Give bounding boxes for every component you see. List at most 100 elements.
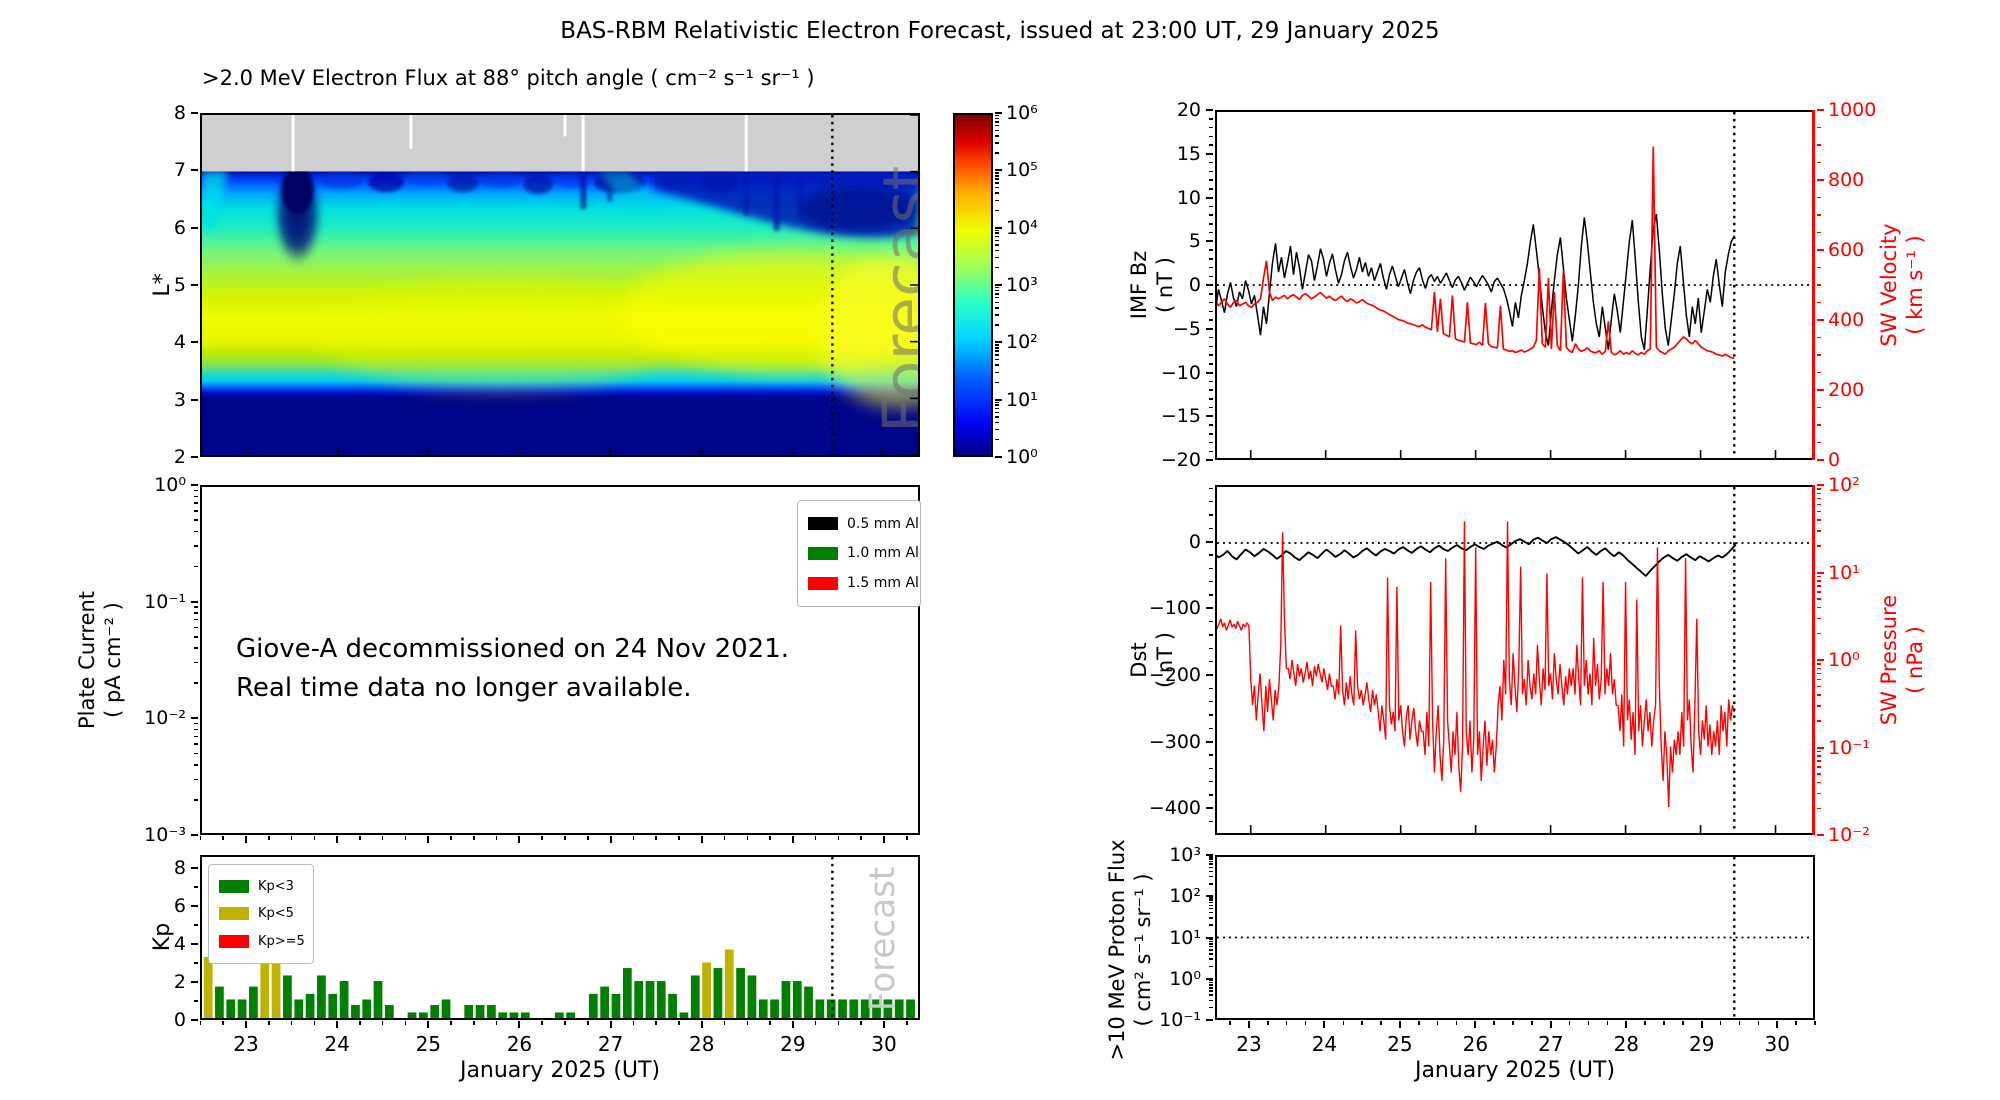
tick-mark <box>1206 854 1213 856</box>
tick-mark <box>191 398 198 401</box>
legend-swatch <box>808 546 838 560</box>
tick-mark <box>191 484 198 486</box>
tick-mark <box>1436 1021 1439 1025</box>
tick-mark <box>678 836 680 840</box>
legend-item: 0.5 mm Al <box>808 516 919 532</box>
tick-mark <box>1209 161 1213 164</box>
tick-mark <box>199 836 202 840</box>
tick-mark <box>1209 870 1213 873</box>
tick-mark <box>1206 284 1213 286</box>
tick-mark <box>1209 924 1213 926</box>
tick-mark <box>1209 917 1213 919</box>
flux-yellow-belt-blob <box>321 283 680 392</box>
tick-mark <box>1209 940 1213 943</box>
tick-mark <box>1817 792 1821 794</box>
tick-mark <box>404 836 407 840</box>
tick-label: 10⁻¹ <box>1159 1009 1201 1031</box>
tick-label: 20 <box>1176 99 1201 121</box>
tick-mark <box>194 799 198 801</box>
tick-mark <box>1209 214 1213 216</box>
tick-mark <box>1206 674 1213 676</box>
tick-mark <box>1285 1021 1288 1025</box>
tick-mark <box>1817 214 1821 216</box>
proton-flux-panel <box>1215 855 1815 1020</box>
tick-mark <box>1209 965 1213 968</box>
tick-mark <box>1209 487 1213 490</box>
legend-label: Kp<5 <box>258 906 294 922</box>
tick-mark <box>1209 999 1213 1002</box>
tick-mark <box>1817 441 1821 444</box>
tick-mark <box>1206 415 1213 418</box>
tick-mark <box>1817 672 1821 675</box>
tick-mark <box>1817 598 1821 600</box>
tick-mark <box>191 867 198 870</box>
tick-mark <box>1817 807 1821 810</box>
tick-mark <box>194 886 198 888</box>
tick-mark <box>609 1021 612 1028</box>
tick-mark <box>194 565 198 568</box>
tick-mark <box>194 519 198 521</box>
tick-mark <box>746 836 749 840</box>
tick-mark <box>1209 860 1213 863</box>
tick-label: 600 <box>1828 239 1865 261</box>
tick-mark <box>1209 687 1213 690</box>
tick-mark <box>995 117 999 120</box>
tick-mark <box>995 286 999 289</box>
tick-mark <box>194 778 198 781</box>
tick-mark <box>1209 953 1213 955</box>
tick-mark <box>1209 170 1213 172</box>
tick-mark <box>1817 179 1824 181</box>
tick-mark <box>1817 606 1821 609</box>
legend-swatch <box>219 934 249 948</box>
tick-mark <box>1663 1021 1665 1025</box>
tick-mark <box>359 836 361 840</box>
tick-label: 26 <box>1462 1032 1489 1056</box>
tick-mark <box>723 836 726 840</box>
tick-label: 0 <box>1188 530 1201 553</box>
tick-mark <box>995 307 999 309</box>
tick-label: 10⁶ <box>1006 102 1038 124</box>
tick-label: 30 <box>1764 1032 1790 1056</box>
tick-mark <box>1209 714 1213 716</box>
tick-label: 8 <box>173 857 186 880</box>
tick-mark <box>632 836 635 840</box>
tick-mark <box>995 456 1002 458</box>
tick-mark <box>837 1021 840 1025</box>
tick-mark <box>1206 240 1213 243</box>
tick-mark <box>906 1021 908 1025</box>
tick-mark <box>1323 1021 1326 1028</box>
tick-mark <box>1817 484 1824 486</box>
tick-mark <box>995 293 999 295</box>
tick-mark <box>1206 109 1213 111</box>
tick-mark <box>1817 705 1821 707</box>
giove-annotation: Giove-A decommissioned on 24 Nov 2021. R… <box>236 630 789 708</box>
tick-mark <box>1209 875 1213 878</box>
tick-mark <box>1817 750 1821 753</box>
tick-label: 27 <box>1538 1032 1564 1056</box>
tick-label: 10⁵ <box>1006 159 1038 182</box>
tick-label: 10⁰ <box>1828 649 1860 671</box>
tick-label: 23 <box>1236 1032 1262 1056</box>
tick-mark <box>995 404 999 406</box>
tick-mark <box>995 182 999 184</box>
flux-dropout-core <box>281 166 314 214</box>
tick-label: 0 <box>1828 449 1841 471</box>
tick-mark <box>1209 897 1213 899</box>
tick-label: 800 <box>1828 169 1865 191</box>
tick-mark <box>1817 781 1821 784</box>
tick-mark <box>1474 1021 1477 1028</box>
tick-mark <box>191 1019 198 1021</box>
figure-title: BAS-RBM Relativistic Electron Forecast, … <box>560 18 1440 44</box>
tick-mark <box>1304 1021 1307 1025</box>
tick-mark <box>1209 620 1213 623</box>
flux-dynamic-layer <box>246 115 918 455</box>
tick-mark <box>191 169 198 172</box>
tick-label: −400 <box>1148 797 1201 820</box>
tick-label: 5 <box>173 274 186 296</box>
tick-mark <box>1817 266 1821 269</box>
tick-label: 3 <box>173 388 186 411</box>
tick-mark <box>222 1021 224 1025</box>
tick-label: 25 <box>1387 1032 1413 1056</box>
tick-mark <box>450 1021 452 1025</box>
tick-mark <box>1209 345 1213 347</box>
